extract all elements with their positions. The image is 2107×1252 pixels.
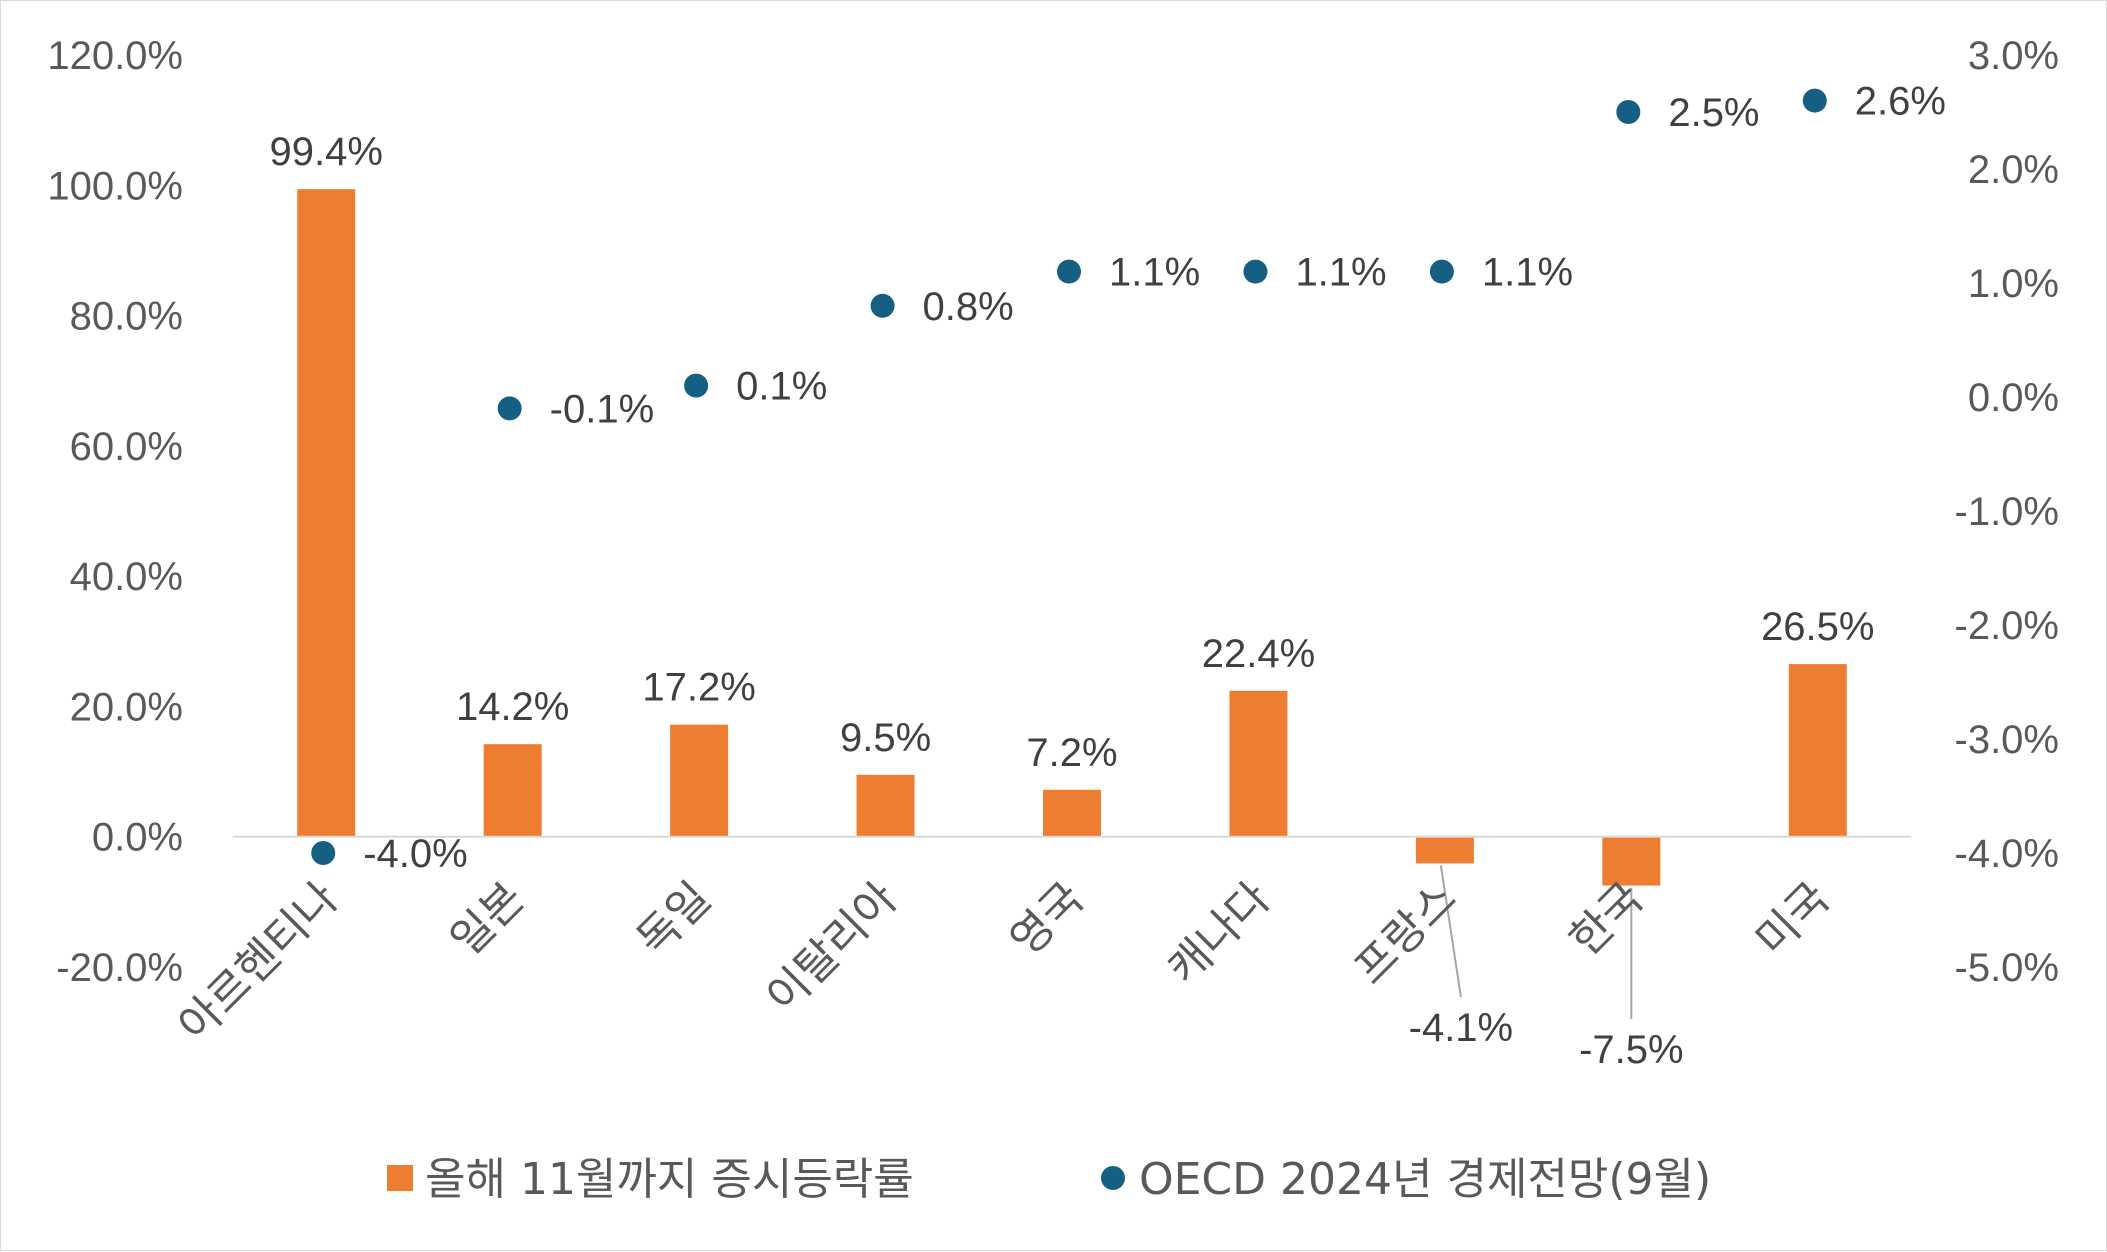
legend-dot-label: OECD 2024년 경제전망(9월) [1139, 1154, 1711, 1205]
bar [1415, 836, 1474, 864]
scatter-data-label: 1.1% [1109, 251, 1200, 295]
category-label: 한국 [1560, 873, 1653, 966]
category-label: 독일 [628, 873, 721, 966]
left-tick-label: 0.0% [92, 816, 183, 860]
bar-data-label: -4.1% [1409, 1006, 1514, 1050]
scatter-point [311, 841, 336, 865]
right-tick-label: 2.0% [1968, 148, 2059, 192]
scatter-data-label: 1.1% [1482, 251, 1573, 295]
category-label: 영국 [1000, 873, 1093, 966]
scatter-point [1429, 259, 1454, 284]
right-tick-label: -1.0% [1955, 490, 2060, 534]
scatter-data-label: 2.5% [1668, 91, 1759, 135]
right-tick-label: -3.0% [1955, 718, 2060, 762]
scatter-data-label: 1.1% [1295, 251, 1386, 295]
scatter-point [497, 396, 522, 421]
left-tick-label: 20.0% [70, 685, 183, 729]
scatter-point [684, 373, 709, 398]
bar-data-label: 99.4% [270, 130, 383, 174]
bar [1788, 664, 1847, 837]
scatter-data-label: -0.1% [550, 387, 655, 431]
bar [670, 724, 729, 837]
left-tick-label: 120.0% [47, 34, 183, 78]
category-label: 아르헨티나 [169, 873, 348, 1052]
left-tick-label: 80.0% [70, 295, 183, 339]
bar-data-label: -7.5% [1579, 1028, 1684, 1072]
scatter-data-label: -4.0% [363, 832, 468, 876]
category-label: 이탈리아 [757, 873, 908, 1024]
leader-lines [1439, 865, 1633, 1019]
scatter-point [1057, 259, 1081, 284]
right-y-axis: -5.0% -4.0% -3.0% -2.0% -1.0% 0.0% 1.0% 2.0% 3.0… [1955, 34, 2060, 990]
right-tick-label: -2.0% [1955, 604, 2060, 648]
scatter-point [1243, 259, 1268, 284]
leader-line [1439, 865, 1462, 998]
scatter-point [1802, 88, 1827, 113]
bar [1043, 789, 1101, 837]
right-tick-label: -5.0% [1955, 946, 2060, 990]
left-y-axis: -20.0% 0.0% 20.0% 40.0% 60.0% 80.0% 100.0% 120.… [47, 34, 183, 990]
scatter-data-label: 0.8% [923, 285, 1014, 329]
scatter-data-label: 2.6% [1855, 80, 1946, 124]
scatter-data-label: 0.1% [736, 365, 827, 409]
bar [1229, 690, 1288, 837]
bar-data-label: 26.5% [1761, 605, 1874, 649]
category-label: 프랑스 [1345, 873, 1467, 995]
left-tick-label: 40.0% [70, 555, 183, 599]
category-label: 캐나다 [1158, 873, 1280, 995]
right-tick-label: 0.0% [1968, 376, 2059, 420]
left-tick-label: -20.0% [56, 946, 183, 990]
bar [856, 774, 915, 837]
scatter-series [311, 88, 1827, 865]
scatter-point [870, 293, 895, 318]
legend-dot-swatch [1101, 1166, 1125, 1190]
legend: 올해 11월까지 증시등락률 OECD 2024년 경제전망(9월) [387, 1154, 1711, 1205]
category-label: 일본 [441, 873, 534, 966]
right-tick-label: 3.0% [1968, 34, 2059, 78]
left-tick-label: 100.0% [47, 164, 183, 208]
bar-data-label: 17.2% [642, 666, 755, 710]
bar [483, 744, 542, 837]
bar-data-label: 9.5% [840, 716, 931, 760]
bar-data-label: 22.4% [1202, 632, 1315, 676]
bar-data-label: 14.2% [456, 685, 569, 729]
scatter-point [1616, 100, 1641, 124]
bar [297, 189, 356, 837]
legend-bar-swatch [387, 1165, 413, 1191]
bar-series [297, 189, 1847, 886]
left-tick-label: 60.0% [70, 425, 183, 469]
bar-data-label: 7.2% [1026, 731, 1117, 775]
category-label: 미국 [1746, 873, 1839, 966]
legend-bar-label: 올해 11월까지 증시등락률 [425, 1154, 914, 1205]
bar-data-labels: 99.4% 14.2% 17.2% 9.5% 7.2% 22.4% -4.1% -7.5% 26… [270, 130, 1875, 1072]
right-tick-label: -4.0% [1955, 832, 2060, 876]
bar [1602, 836, 1661, 886]
scatter-data-labels: -4.0% -0.1% 0.1% 0.8% 1.1% 1.1% 1.1% 2.5% 2.6% [363, 80, 1946, 876]
right-tick-label: 1.0% [1968, 262, 2059, 306]
category-axis-labels: 아르헨티나 일본 독일 이탈리아 영국 캐나다 프랑스 한국 미국 [169, 873, 1840, 1052]
